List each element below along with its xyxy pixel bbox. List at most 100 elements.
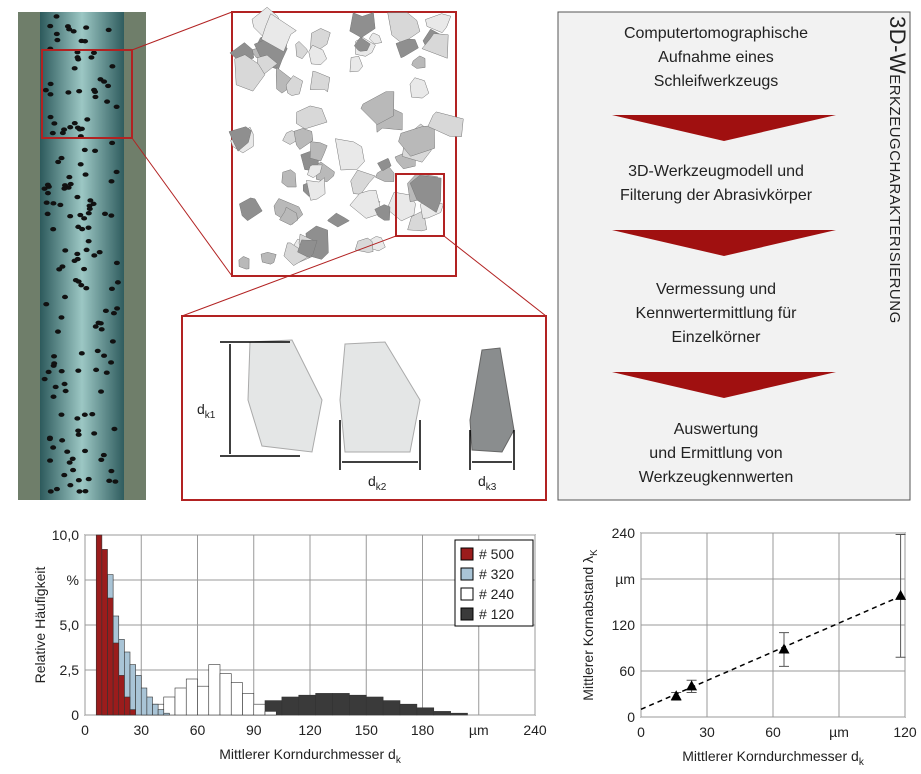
histogram-bar <box>316 693 333 715</box>
grain-dot <box>54 14 60 18</box>
process-title: 3D-Werkzeugcharakterisierung <box>885 16 910 324</box>
x-tick-label: 60 <box>765 724 781 740</box>
legend-label: # 500 <box>479 546 514 562</box>
grain-dot <box>108 469 114 473</box>
legend-swatch <box>461 588 473 600</box>
x-tick-label: 150 <box>355 722 379 738</box>
histogram-bar <box>299 695 316 715</box>
y-label-text: Relative Häufigkeit <box>32 567 48 684</box>
y-tick-label: µm <box>615 571 635 587</box>
histogram-bar <box>434 711 451 715</box>
grain-dot <box>42 377 48 381</box>
grain-dot <box>47 24 53 28</box>
grain-dot <box>45 183 51 187</box>
grain-dot <box>114 261 120 265</box>
grain-dot <box>54 38 60 42</box>
grain-dot <box>46 370 52 374</box>
grain-dot <box>86 239 92 243</box>
histogram-bar <box>186 679 197 715</box>
grain-dot <box>101 453 107 457</box>
grain-dot <box>92 149 98 153</box>
ct-grain <box>282 170 296 187</box>
step-text: und Ermittlung von <box>649 445 782 462</box>
grain-dot <box>76 489 82 493</box>
grain-dot <box>51 354 57 358</box>
grain-dot <box>72 66 78 70</box>
grain-dot <box>84 117 90 121</box>
grain-dot <box>109 287 115 291</box>
grain-dot <box>67 214 73 218</box>
grain-dot <box>105 84 111 88</box>
zoom-line <box>132 12 232 50</box>
grain-dot <box>81 267 87 271</box>
step-text: Aufnahme eines <box>658 49 774 66</box>
histogram-bar <box>113 643 119 715</box>
x-label-sub: k <box>859 757 865 768</box>
legend-label: # 320 <box>479 566 514 582</box>
grain-dot <box>75 55 81 59</box>
grain-dot <box>91 88 97 92</box>
grain-dot <box>109 64 115 68</box>
grain-dot <box>84 248 90 252</box>
histogram-bar <box>124 697 130 715</box>
grain-dot <box>92 95 98 99</box>
histogram-bar <box>451 713 468 715</box>
grain-dot <box>89 412 95 416</box>
grain-dot <box>101 354 107 358</box>
x-tick-label: 90 <box>246 722 262 738</box>
histogram-bar <box>175 688 186 715</box>
histogram-bar <box>333 693 350 715</box>
grain-dot <box>86 477 92 481</box>
y-tick-label: 5,0 <box>60 617 80 633</box>
grain-dot <box>54 32 60 36</box>
grain-dot <box>98 389 104 393</box>
y-label-sub: K <box>589 549 600 556</box>
histogram-bar <box>164 697 175 715</box>
grain-dot <box>62 248 68 252</box>
grain-dot <box>57 203 63 207</box>
grain-dot <box>79 351 85 355</box>
grain-dot <box>65 90 71 94</box>
dim-base: d <box>197 401 205 417</box>
grain-dot <box>87 204 93 208</box>
grain-dot <box>93 324 99 328</box>
grain-dot <box>114 306 120 310</box>
grain-dot <box>99 327 105 331</box>
grain-dot <box>48 82 54 86</box>
grain-dot <box>72 259 78 263</box>
grain-dot <box>102 212 108 216</box>
x-tick-label: 30 <box>133 722 149 738</box>
step-text: Einzelkörner <box>672 329 762 346</box>
histogram-bar <box>231 683 242 715</box>
histogram-bar <box>209 665 220 715</box>
grain-dot <box>95 349 101 353</box>
grain-dot <box>67 460 73 464</box>
y-axis-label: Mittlerer Kornabstand λK <box>580 549 600 701</box>
histogram-bar <box>366 697 383 715</box>
histogram-bar <box>254 704 265 715</box>
grain-dot <box>111 311 117 315</box>
grain-dot <box>74 252 80 256</box>
grain-dot <box>60 131 66 135</box>
grain-dot <box>72 121 78 125</box>
step-text: Filterung der Abrasivkörper <box>620 187 813 204</box>
ct-grain <box>261 252 276 264</box>
grain-dot <box>78 162 84 166</box>
histogram-bar <box>243 693 254 715</box>
y-label-text: Mittlerer Kornabstand λ <box>580 556 596 701</box>
y-tick-label: 10,0 <box>52 527 79 543</box>
x-tick-label: 30 <box>699 724 715 740</box>
grain-dot <box>77 127 83 131</box>
grain-dot <box>76 478 82 482</box>
histogram-bar <box>282 697 299 715</box>
y-tick-label: 0 <box>71 707 79 723</box>
x-tick-label: 60 <box>190 722 206 738</box>
histogram-bar <box>383 701 400 715</box>
step-text: Computertomographische <box>624 25 808 42</box>
histogram-bar <box>130 710 136 715</box>
histogram-bar <box>400 704 417 715</box>
grain-dot <box>70 468 76 472</box>
x-tick-label: µm <box>829 724 849 740</box>
grain-dot <box>43 302 49 306</box>
x-tick-label: 0 <box>637 724 645 740</box>
